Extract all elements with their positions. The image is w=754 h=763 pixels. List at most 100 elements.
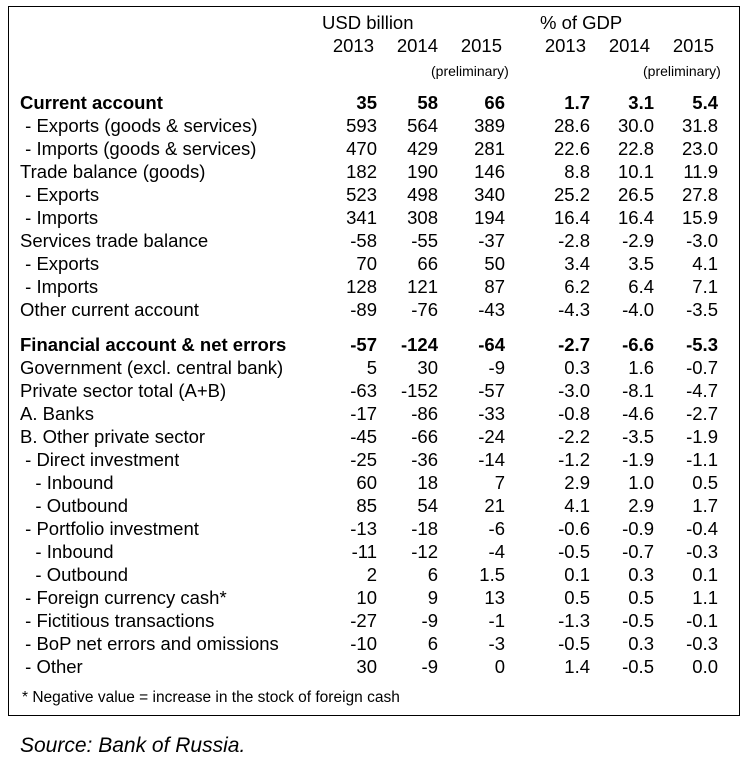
row-value-cell: 26.5 bbox=[617, 184, 654, 205]
row-label: - Foreign currency cash* bbox=[20, 587, 227, 608]
row-value-cell: 7 bbox=[494, 472, 505, 493]
preliminary-note-gdp: (preliminary) bbox=[643, 63, 721, 79]
row-value-cell: -3 bbox=[488, 633, 505, 654]
row-label: - Portfolio investment bbox=[20, 518, 199, 539]
row-value-cell: 31.8 bbox=[681, 115, 718, 136]
row-value-cell: -5.3 bbox=[686, 334, 718, 355]
row-value-cell: 50 bbox=[484, 253, 505, 274]
row-value-cell: -18 bbox=[411, 518, 438, 539]
footnote: * Negative value = increase in the stock… bbox=[22, 689, 400, 706]
row-value-cell: -0.5 bbox=[622, 656, 654, 677]
row-value-cell: 11.9 bbox=[683, 161, 718, 182]
row-value-cell: -3.0 bbox=[686, 230, 718, 251]
row-value-cell: 308 bbox=[407, 207, 438, 228]
row-value-cell: -1.3 bbox=[558, 610, 590, 631]
row-value-cell: -64 bbox=[478, 334, 505, 355]
row-value-cell: 429 bbox=[407, 138, 438, 159]
row-value-cell: 30 bbox=[417, 357, 438, 378]
row-value-cell: 16.4 bbox=[553, 207, 590, 228]
row-value-cell: -2.9 bbox=[622, 230, 654, 251]
row-value-cell: -0.7 bbox=[622, 541, 654, 562]
row-value-cell: -0.5 bbox=[558, 633, 590, 654]
year-header-0: 2013 bbox=[332, 35, 374, 56]
row-value-cell: -3.5 bbox=[622, 426, 654, 447]
row-value-cell: 523 bbox=[346, 184, 377, 205]
row-value-cell: 281 bbox=[474, 138, 505, 159]
row-value-cell: -2.2 bbox=[558, 426, 590, 447]
row-value-cell: 2.9 bbox=[628, 495, 654, 516]
row-value-cell: -89 bbox=[350, 299, 377, 320]
row-value-cell: 194 bbox=[474, 207, 505, 228]
row-value-cell: 3.1 bbox=[628, 92, 654, 113]
row-value-cell: 54 bbox=[417, 495, 438, 516]
row-label: Current account bbox=[20, 92, 163, 113]
row-value-cell: -4.7 bbox=[686, 380, 718, 401]
row-value-cell: -36 bbox=[411, 449, 438, 470]
year-header-1: 2014 bbox=[396, 35, 438, 56]
row-label: - Direct investment bbox=[20, 449, 180, 470]
row-value-cell: -57 bbox=[350, 334, 377, 355]
row-value-cell: -55 bbox=[411, 230, 438, 251]
preliminary-note-usd: (preliminary) bbox=[431, 63, 509, 79]
year-header-5: 2015 bbox=[672, 35, 714, 56]
row-label: - Exports (goods & services) bbox=[20, 115, 258, 136]
row-value-cell: 1.7 bbox=[564, 92, 590, 113]
row-value-cell: -14 bbox=[478, 449, 505, 470]
row-value-cell: -45 bbox=[350, 426, 377, 447]
row-value-cell: 3.4 bbox=[564, 253, 590, 274]
row-value-cell: 18 bbox=[417, 472, 438, 493]
row-label: - Inbound bbox=[20, 472, 114, 493]
row-value-cell: -4 bbox=[488, 541, 505, 562]
row-value-cell: 22.8 bbox=[617, 138, 654, 159]
row-value-cell: 15.9 bbox=[681, 207, 718, 228]
row-value-cell: -4.3 bbox=[558, 299, 590, 320]
row-value-cell: -0.5 bbox=[558, 541, 590, 562]
pct-gdp-header: % of GDP bbox=[540, 12, 623, 33]
row-value-cell: 498 bbox=[407, 184, 438, 205]
row-value-cell: -37 bbox=[478, 230, 505, 251]
row-value-cell: -124 bbox=[400, 334, 438, 355]
row-value-cell: -17 bbox=[350, 403, 377, 424]
year-header-4: 2014 bbox=[608, 35, 650, 56]
row-value-cell: 10 bbox=[356, 587, 377, 608]
row-value-cell: 27.8 bbox=[681, 184, 718, 205]
row-label: Government (excl. central bank) bbox=[20, 357, 284, 378]
row-value-cell: 0.0 bbox=[692, 656, 718, 677]
row-value-cell: 1.0 bbox=[628, 472, 654, 493]
row-value-cell: 593 bbox=[346, 115, 377, 136]
row-value-cell: 4.1 bbox=[564, 495, 590, 516]
row-value-cell: 389 bbox=[474, 115, 505, 136]
source-caption: Source: Bank of Russia. bbox=[20, 734, 246, 757]
row-value-cell: -4.6 bbox=[622, 403, 654, 424]
row-value-cell: 9 bbox=[427, 587, 438, 608]
row-value-cell: -63 bbox=[350, 380, 377, 401]
row-value-cell: -2.8 bbox=[558, 230, 590, 251]
row-value-cell: 10.1 bbox=[617, 161, 654, 182]
row-value-cell: 1.6 bbox=[628, 357, 654, 378]
row-value-cell: 3.5 bbox=[628, 253, 654, 274]
row-value-cell: 6.2 bbox=[564, 276, 590, 297]
row-value-cell: -8.1 bbox=[622, 380, 654, 401]
row-value-cell: -1.9 bbox=[686, 426, 718, 447]
row-value-cell: 2.9 bbox=[564, 472, 590, 493]
year-header-2: 2015 bbox=[460, 35, 502, 56]
row-value-cell: -58 bbox=[350, 230, 377, 251]
row-value-cell: 1.7 bbox=[692, 495, 718, 516]
row-value-cell: 470 bbox=[346, 138, 377, 159]
row-value-cell: 0.5 bbox=[692, 472, 718, 493]
row-value-cell: -9 bbox=[421, 610, 438, 631]
row-value-cell: -2.7 bbox=[686, 403, 718, 424]
row-value-cell: 128 bbox=[346, 276, 377, 297]
row-value-cell: 58 bbox=[417, 92, 438, 113]
table-frame bbox=[8, 6, 740, 716]
row-value-cell: 0.3 bbox=[628, 564, 654, 585]
row-label: Trade balance (goods) bbox=[20, 161, 206, 182]
row-value-cell: -43 bbox=[478, 299, 505, 320]
row-value-cell: -0.3 bbox=[686, 541, 718, 562]
row-value-cell: 25.2 bbox=[553, 184, 590, 205]
row-value-cell: -0.5 bbox=[622, 610, 654, 631]
row-value-cell: 30 bbox=[356, 656, 377, 677]
row-value-cell: 1.1 bbox=[692, 587, 718, 608]
row-value-cell: 146 bbox=[474, 161, 505, 182]
row-value-cell: -1.9 bbox=[622, 449, 654, 470]
